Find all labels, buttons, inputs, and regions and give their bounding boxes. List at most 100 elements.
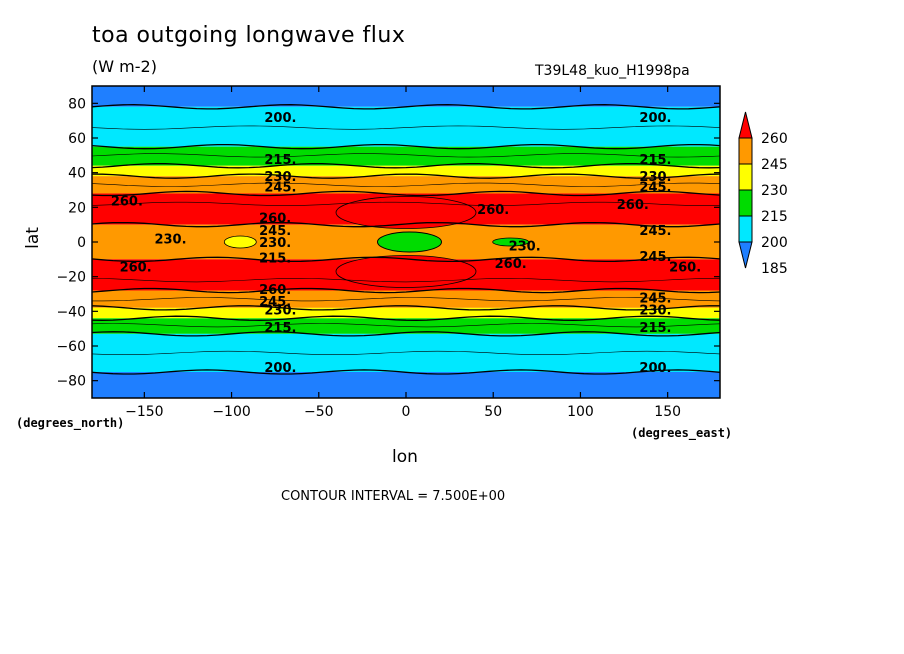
contour-line-4	[91, 190, 721, 197]
minor-contour-1	[91, 153, 721, 158]
contour-line-11	[91, 369, 721, 375]
x-tick-label: −100	[212, 404, 250, 420]
band-4	[92, 176, 720, 194]
colorbar-label: 215	[761, 209, 788, 225]
y-tick-label: 20	[68, 200, 86, 216]
contour-label: 245.	[259, 224, 291, 239]
x-tick-label: −50	[304, 404, 334, 420]
contour-label: 260.	[259, 212, 291, 227]
band-3	[92, 165, 720, 177]
max-cell-south	[335, 255, 477, 288]
colorbar-box	[738, 137, 753, 165]
y-tick-label: −60	[56, 339, 86, 355]
max-cell-north	[335, 196, 477, 229]
minor-contour-4	[91, 278, 720, 283]
contour-line-8	[91, 305, 720, 311]
contour-interval: CONTOUR INTERVAL = 7.500E+00	[281, 489, 506, 504]
y-tick-label: 80	[68, 96, 86, 112]
contour-label: 200.	[639, 111, 671, 126]
chart-title: toa outgoing longwave flux	[92, 23, 406, 48]
band-9	[92, 307, 720, 319]
x-tick-label: −150	[125, 404, 163, 420]
contour-label: 230.	[264, 304, 296, 319]
contour-label: 215.	[639, 153, 671, 168]
y-tick-label: 60	[68, 131, 86, 147]
contour-label: 245.	[259, 295, 291, 310]
contour-label: 230.	[154, 233, 186, 248]
contour-label: 230.	[509, 239, 541, 254]
colorbar-label: 200	[761, 235, 788, 251]
x-axis-units: (degrees_east)	[631, 426, 733, 440]
contour-label: 260.	[669, 260, 701, 275]
contour-label: 215.	[259, 252, 291, 267]
minor-contour-7	[91, 350, 721, 356]
band-8	[92, 290, 720, 308]
colorbar-bottom-arrow	[738, 241, 753, 269]
contour-label: 215.	[264, 321, 296, 336]
colorbar-label: 230	[761, 183, 788, 199]
min-cell-equator	[376, 231, 442, 253]
minor-contour-2	[91, 182, 721, 187]
minor-contour-0	[91, 125, 721, 130]
colorbar-top-arrow	[738, 111, 753, 139]
minor-contour-5	[92, 297, 721, 302]
warm-patch-west	[223, 235, 257, 249]
x-tick-label: 150	[654, 404, 681, 420]
y-tick-label: −40	[56, 304, 86, 320]
contour-label: 230.	[639, 304, 671, 319]
contour-line-9	[91, 315, 721, 321]
x-tick-label: 100	[567, 404, 594, 420]
contour-label: 245.	[639, 291, 671, 306]
y-tick-label: 40	[68, 166, 86, 182]
contour-line-5	[91, 221, 721, 228]
contour-label: 245.	[639, 224, 671, 239]
contour-label: 260.	[617, 198, 649, 213]
contour-label: 260.	[477, 203, 509, 218]
contour-line-10	[91, 331, 721, 337]
contour-label: 260.	[111, 194, 143, 209]
minor-contour-6	[91, 323, 721, 328]
run-id: T39L48_kuo_H1998pa	[535, 63, 690, 79]
contour-line-7	[91, 287, 721, 294]
colorbar-label: 245	[761, 157, 788, 173]
contour-label: 200.	[639, 361, 671, 376]
contour-label: 230.	[639, 170, 671, 185]
colorbar-label: 260	[761, 131, 788, 147]
band-1	[92, 106, 720, 147]
contour-label: 245.	[264, 181, 296, 196]
contour-label: 215.	[264, 153, 296, 168]
contour-label: 215.	[639, 321, 671, 336]
contour-label: 245.	[639, 181, 671, 196]
band-0	[92, 86, 720, 107]
contour-label: 200.	[264, 361, 296, 376]
band-2	[92, 146, 720, 166]
colorbar-box	[738, 163, 753, 191]
x-axis-label: lon	[392, 447, 418, 467]
minor-contour-3	[91, 201, 721, 206]
contour-label: 245.	[639, 250, 671, 265]
colorbar-box	[738, 215, 753, 243]
band-10	[92, 318, 720, 334]
x-tick-label: 0	[402, 404, 411, 420]
colorbar-label: 185	[761, 261, 788, 277]
band-11	[92, 333, 720, 372]
contour-label: 260.	[120, 260, 152, 275]
contour-line-0	[91, 104, 721, 110]
chart-units: (W m-2)	[92, 57, 157, 76]
y-tick-label: −80	[56, 374, 86, 390]
contour-line-6	[91, 256, 721, 263]
y-tick-label: −20	[56, 270, 86, 286]
x-tick-label: 50	[484, 404, 502, 420]
contour-line-1	[91, 143, 721, 150]
contour-label: 230.	[264, 170, 296, 185]
contour-label: 230.	[259, 236, 291, 251]
contour-line-2	[91, 163, 721, 169]
y-tick-label: 0	[77, 235, 86, 251]
y-axis-units: (degrees_north)	[16, 416, 125, 430]
contour-label: 260.	[259, 283, 291, 298]
contour-label: 260.	[495, 257, 527, 272]
colorbar-box	[738, 189, 753, 217]
contour-label: 200.	[264, 111, 296, 126]
contour-line-3	[91, 173, 721, 179]
